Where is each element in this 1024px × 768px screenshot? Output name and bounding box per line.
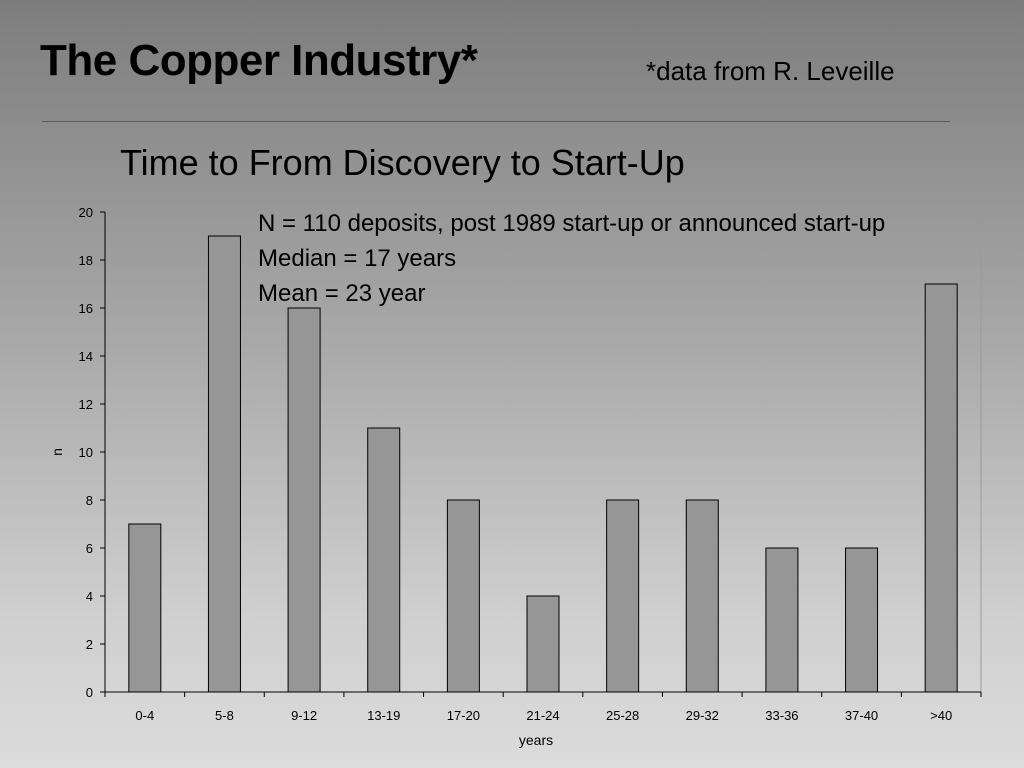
x-axis-label: years xyxy=(519,732,553,748)
y-tick-label: 6 xyxy=(86,541,93,556)
x-tick-label: 17-20 xyxy=(447,708,480,723)
bar xyxy=(367,427,401,693)
bar xyxy=(924,283,958,693)
bar xyxy=(845,547,879,693)
stats-annotation: N = 110 deposits, post 1989 start-up or … xyxy=(258,206,885,311)
y-tick-label: 4 xyxy=(86,589,93,604)
source-note: *data from R. Leveille xyxy=(646,56,895,86)
x-tick-label: 9-12 xyxy=(291,708,317,723)
y-tick-label: 10 xyxy=(79,445,93,460)
x-tick-label: 33-36 xyxy=(765,708,798,723)
x-tick-label: 37-40 xyxy=(845,708,878,723)
bar xyxy=(207,235,241,693)
y-tick-label: 2 xyxy=(86,637,93,652)
x-tick-label: 21-24 xyxy=(526,708,559,723)
stats-median: Median = 17 years xyxy=(258,245,457,272)
y-tick-label: 8 xyxy=(86,493,93,508)
bar xyxy=(606,499,640,693)
stats-deposits: N = 110 deposits, post 1989 start-up or … xyxy=(258,210,886,237)
x-tick-label: 5-8 xyxy=(215,708,234,723)
x-tick-label: 25-28 xyxy=(606,708,639,723)
title-divider xyxy=(42,121,950,122)
y-tick-label: 12 xyxy=(79,397,93,412)
y-tick-label: 16 xyxy=(79,301,93,316)
chart-title: Time to From Discovery to Start-Up xyxy=(120,142,685,183)
x-tick-label: 13-19 xyxy=(367,708,400,723)
x-tick-label: >40 xyxy=(930,708,952,723)
x-tick-label: 0-4 xyxy=(135,708,154,723)
bar xyxy=(526,595,560,693)
x-tick-label: 29-32 xyxy=(686,708,719,723)
y-tick-label: 14 xyxy=(79,349,93,364)
y-tick-label: 20 xyxy=(79,205,93,220)
bar xyxy=(685,499,719,693)
bar xyxy=(287,307,321,693)
stats-mean: Mean = 23 year xyxy=(258,280,426,307)
y-tick-label: 18 xyxy=(79,253,93,268)
y-tick-label: 0 xyxy=(86,685,93,700)
bar xyxy=(128,523,162,693)
bar xyxy=(765,547,799,693)
slide-title: The Copper Industry* xyxy=(40,36,478,85)
bar xyxy=(446,499,480,693)
y-axis-label: n xyxy=(49,448,65,456)
